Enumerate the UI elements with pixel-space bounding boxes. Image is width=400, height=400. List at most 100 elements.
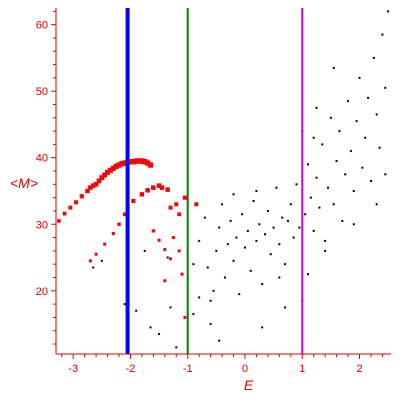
red-square-point — [180, 272, 184, 276]
black-dot-point — [100, 259, 103, 262]
black-dot-point — [92, 266, 95, 269]
black-dot-point — [281, 216, 284, 219]
black-dot-point — [206, 266, 209, 269]
black-dot-point — [192, 313, 195, 316]
red-square-point — [131, 198, 136, 204]
black-dot-point — [261, 326, 264, 329]
red-square-point — [110, 165, 116, 171]
red-square-point — [163, 279, 167, 283]
red-square-point — [122, 212, 127, 217]
black-dot-point — [318, 206, 321, 209]
red-square-point — [145, 188, 150, 193]
black-dot-point — [295, 183, 298, 186]
black-dot-point — [378, 146, 381, 149]
black-dot-point — [246, 229, 249, 232]
red-square-point — [111, 232, 115, 236]
red-square-point — [182, 195, 187, 200]
black-dot-point — [278, 243, 281, 246]
axes-layer — [55, 8, 391, 355]
black-dot-point — [312, 229, 315, 232]
red-square-point — [93, 181, 99, 187]
black-dot-point — [352, 189, 355, 192]
black-dot-point — [266, 209, 269, 212]
black-dot-point — [221, 203, 224, 206]
black-dot-point — [292, 236, 295, 239]
black-dot-point — [212, 289, 215, 292]
vertical-lines-layer — [125, 8, 304, 354]
black-dot-point — [324, 249, 327, 252]
black-dot-point — [312, 136, 315, 139]
red-square-point — [183, 315, 187, 319]
red-square-point — [85, 188, 90, 194]
black-dot-point — [384, 173, 387, 176]
black-dot-point — [352, 223, 355, 226]
black-dot-point — [235, 236, 238, 239]
black-dot-point — [232, 193, 235, 196]
red-square-point — [136, 158, 142, 164]
black-dot-point — [338, 130, 341, 133]
black-dot-point — [158, 333, 161, 336]
black-dot-point — [306, 163, 309, 166]
black-dot-point — [304, 213, 307, 216]
x-tick-label: 1 — [299, 363, 305, 375]
black-dot-point — [361, 166, 364, 169]
black-dot-point — [261, 283, 264, 286]
black-dot-point — [269, 253, 272, 256]
black-dot-point — [375, 113, 378, 116]
red-square-point — [62, 211, 67, 216]
y-tick-label: 50 — [36, 86, 48, 98]
red-square-point — [107, 167, 113, 173]
black-dot-point — [344, 173, 347, 176]
red-square-point — [168, 205, 173, 210]
black-dot-point — [215, 249, 218, 252]
black-dot-point — [238, 293, 241, 296]
red-square-point — [142, 159, 148, 165]
black-dot-point — [175, 346, 178, 349]
red-square-point — [157, 238, 161, 242]
black-dot-point — [324, 239, 327, 242]
black-dot-point — [327, 186, 330, 189]
y-tick-label: 60 — [36, 20, 48, 32]
red-square-point — [147, 162, 154, 168]
red-square-point — [133, 158, 139, 164]
red-square-point — [177, 249, 181, 253]
red-square-point — [144, 160, 151, 166]
black-dot-point — [309, 196, 312, 199]
black-dot-point — [387, 10, 390, 13]
red-square-point — [96, 178, 102, 184]
black-dot-point — [335, 160, 338, 163]
red-square-point — [88, 259, 92, 263]
red-square-point — [174, 202, 179, 207]
red-square-point — [171, 236, 175, 240]
x-axis-title: E — [244, 377, 254, 393]
black-dot-point — [203, 216, 206, 219]
black-dot-point — [315, 106, 318, 109]
red-square-point — [130, 159, 136, 165]
black-dot-point — [321, 143, 324, 146]
black-dot-point — [226, 243, 229, 246]
black-dot-point — [229, 219, 232, 222]
x-tick-label: -1 — [183, 363, 193, 375]
black-dot-point — [169, 306, 172, 309]
red-square-point — [194, 202, 199, 207]
red-square-point — [116, 162, 122, 168]
red-square-point — [99, 175, 105, 181]
black-dot-point — [135, 309, 138, 312]
black-dot-point — [349, 150, 352, 153]
red-square-point — [79, 194, 84, 199]
black-dot-point — [258, 223, 261, 226]
red-square-point — [73, 200, 79, 205]
black-dot-point — [255, 239, 258, 242]
red-square-point — [113, 163, 119, 169]
red-square-point — [151, 185, 156, 190]
black-dot-point — [375, 203, 378, 206]
red-square-point — [94, 252, 98, 256]
black-dot-point — [381, 33, 384, 36]
black-dot-point — [332, 66, 335, 69]
red-square-point — [68, 205, 73, 210]
y-tick-label: 30 — [36, 219, 48, 231]
black-dot-point — [123, 303, 126, 306]
black-dot-point — [272, 226, 275, 229]
red-square-point — [156, 183, 162, 188]
black-dot-point — [369, 180, 372, 182]
